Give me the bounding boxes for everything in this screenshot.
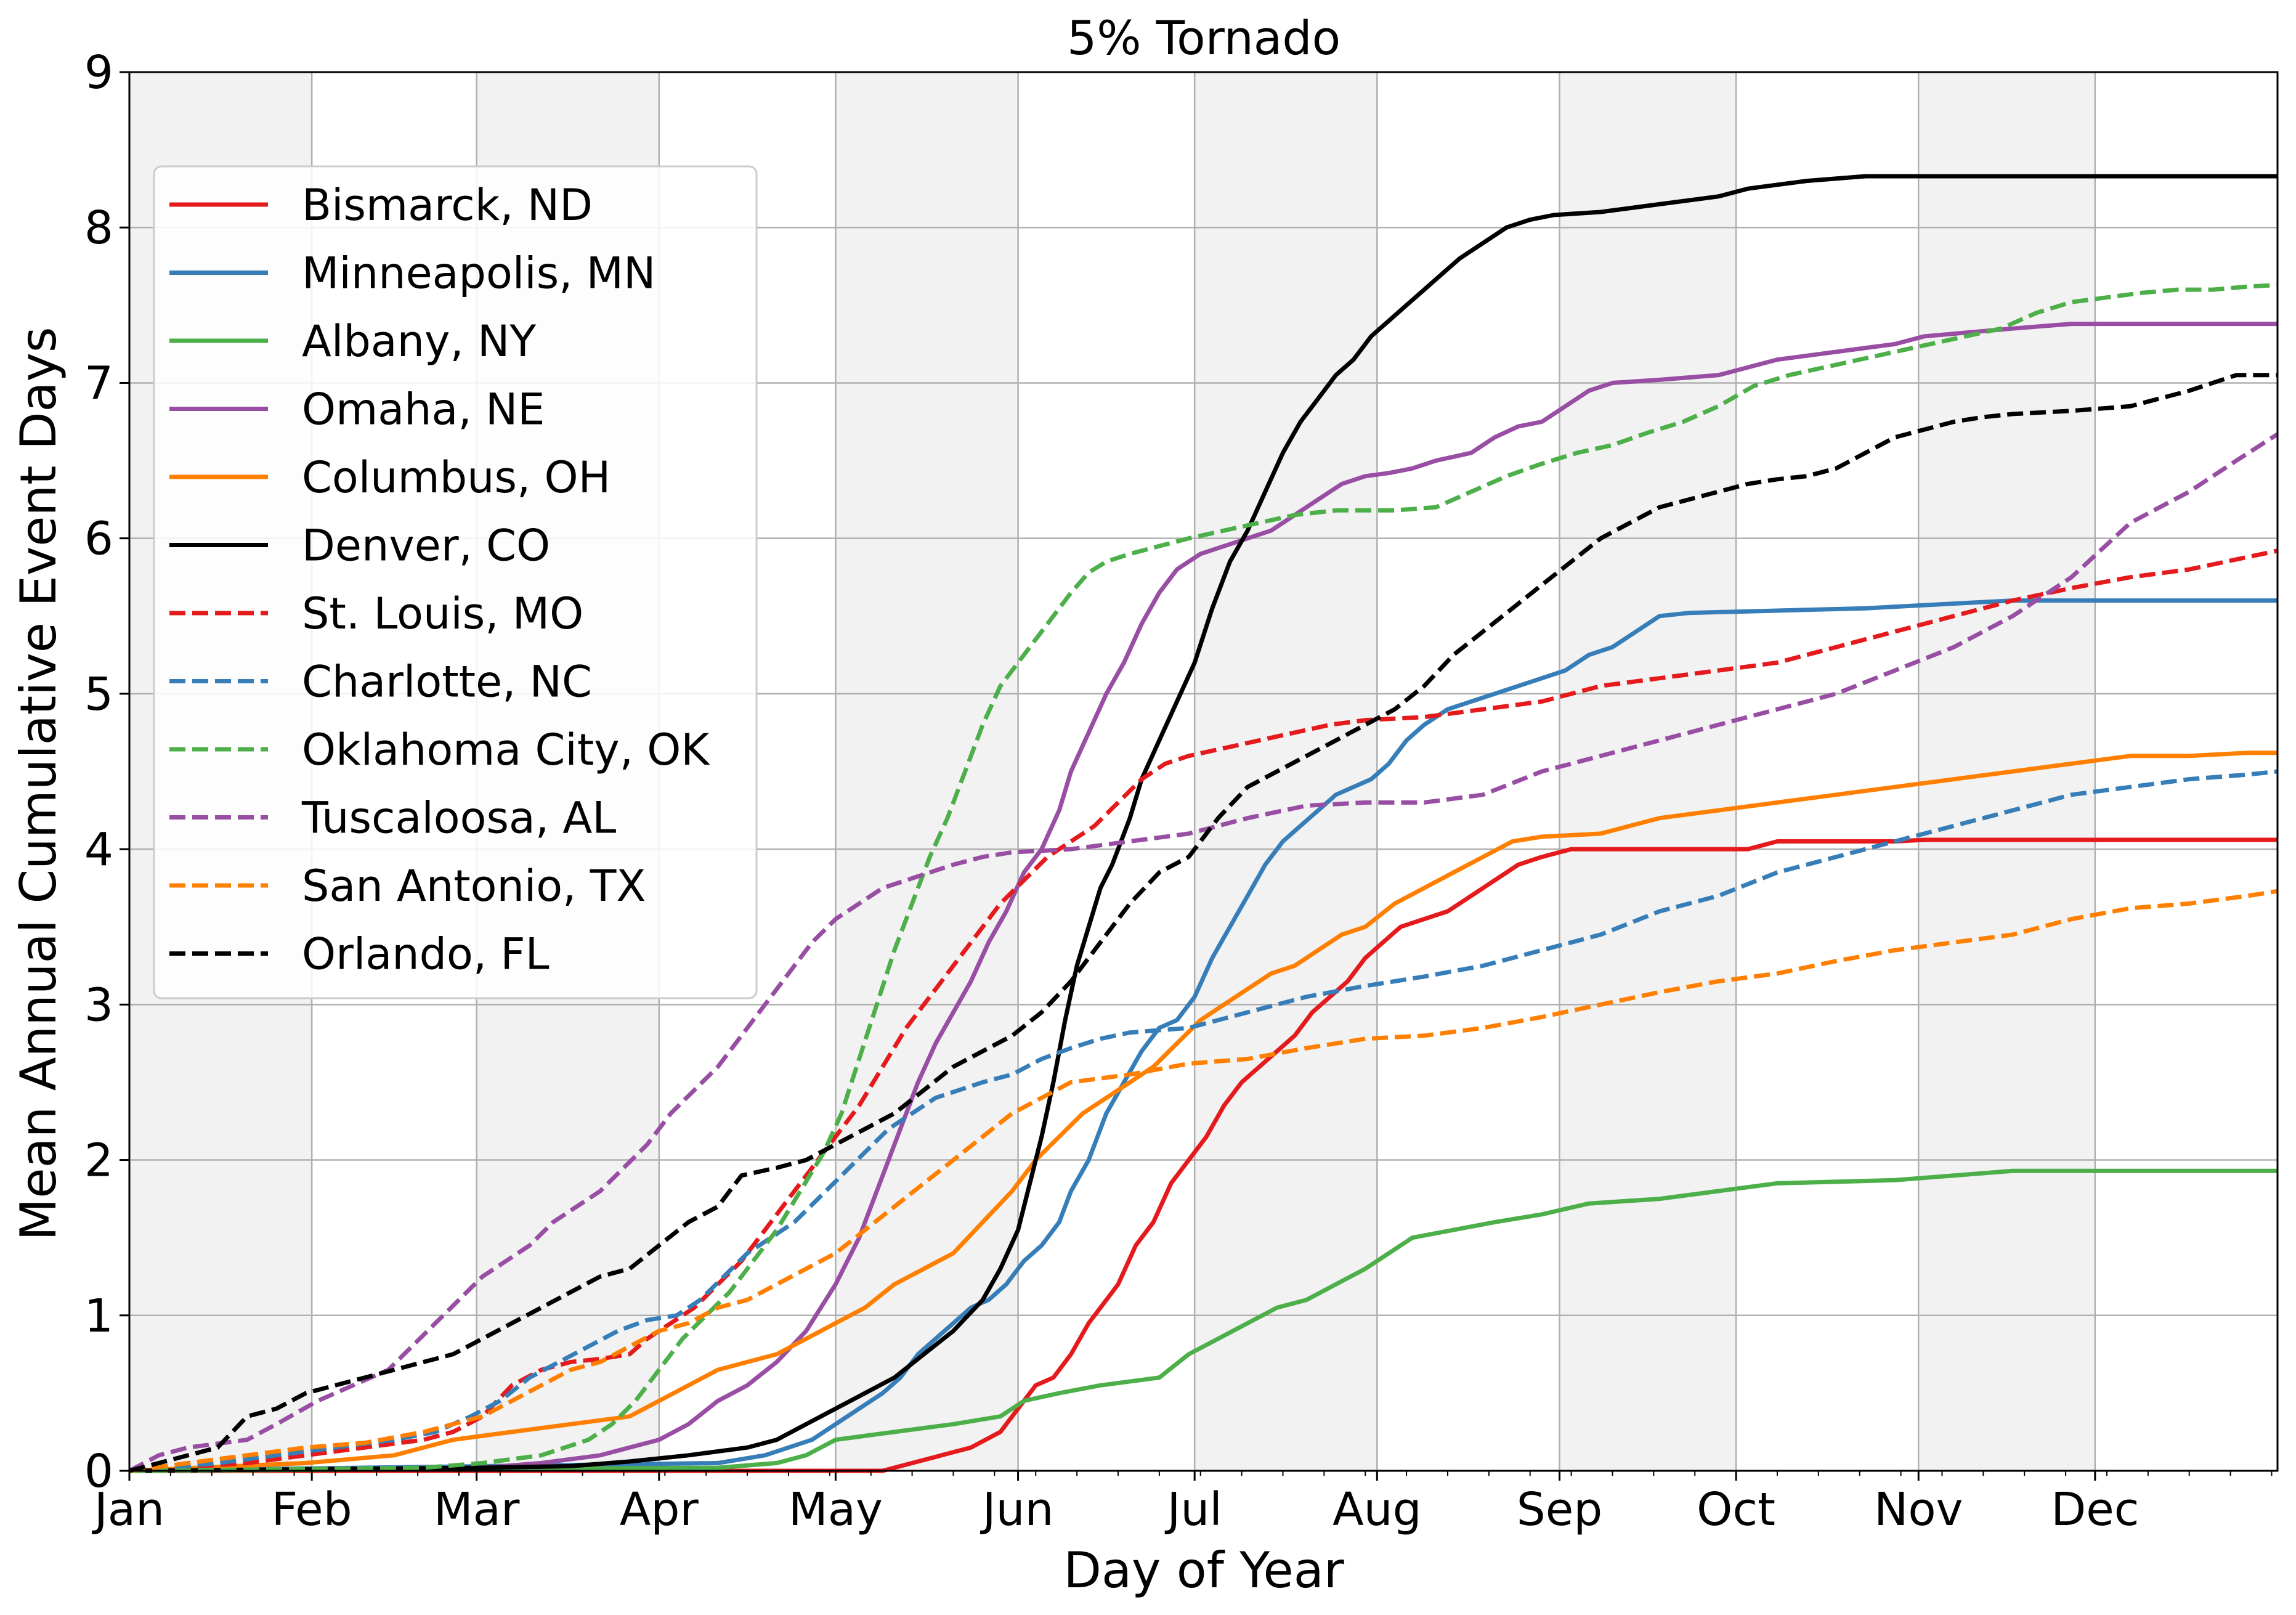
x-axis: Jan Feb Mar Apr May Jun Jul Aug Sep Oct Nov Dec [92,1471,2273,1536]
y-tick-label: 2 [84,1134,113,1187]
legend-label-6: St. Louis, MO [302,588,583,639]
y-tick-label: 6 [84,513,113,566]
series-lines [128,174,2279,1473]
series-line-11 [129,373,2278,1473]
legend-box [153,165,758,999]
series-line-1 [129,598,2278,1473]
month-shade-jul [1195,72,1377,1471]
y-tick-label: 7 [84,357,113,410]
legend-label-4: Columbus, OH [302,452,611,503]
x-tick-label: May [789,1483,883,1536]
x-tick-label: Apr [620,1483,699,1536]
y-tick-label: 0 [84,1445,113,1498]
month-shade-sep [1559,72,1737,1471]
series-line-0 [129,837,2278,1473]
x-tick-label: Jul [1165,1483,1222,1536]
chart-title: 5% Tornado [1067,10,1341,65]
legend-label-3: Omaha, NE [302,384,545,435]
series-line-9 [128,432,2279,1473]
series-line-7 [129,769,2278,1473]
plot-frame [128,71,2279,1472]
x-tick-label: Jan [92,1483,164,1536]
legend-label-8: Oklahoma City, OK [302,725,710,775]
legend-label-5: Denver, CO [302,521,550,571]
series-line-6 [129,548,2278,1473]
legend-label-7: Charlotte, NC [302,657,592,707]
legend: Bismarck, ND Minneapolis, MN Albany, NY Oma… [153,165,758,999]
x-tick-label: Aug [1333,1483,1422,1536]
x-tick-label: Feb [272,1483,352,1536]
x-tick-label: Oct [1697,1483,1775,1536]
y-tick-label: 8 [84,201,113,254]
series-line-3 [129,322,2278,1473]
series-line-5 [129,174,2278,1473]
legend-label-2: Albany, NY [302,316,536,367]
legend-label-11: Orlando, FL [302,929,550,980]
y-tick-label: 4 [84,823,113,876]
series-line-10 [129,889,2278,1473]
series-line-2 [129,1168,2278,1473]
y-tick-label: 9 [84,46,113,99]
x-tick-label: Nov [1874,1483,1963,1536]
y-axis: 0 1 2 3 4 5 6 7 8 9 [84,46,129,1498]
x-axis-label: Day of Year [1063,1542,1344,1599]
x-tick-label: Mar [434,1483,520,1536]
x-tick-label: Jun [980,1483,1054,1536]
legend-label-10: San Antonio, TX [302,861,646,911]
x-tick-label: Dec [2051,1483,2139,1536]
y-tick-label: 3 [84,978,113,1031]
legend-label-1: Minneapolis, MN [302,248,655,299]
y-axis-label: Mean Annual Cumulative Event Days [10,327,67,1240]
x-tick-label: Sep [1517,1483,1602,1536]
legend-label-0: Bismarck, ND [302,180,593,230]
legend-label-9: Tuscaloosa, AL [301,793,616,844]
y-tick-label: 5 [84,668,113,721]
series-line-8 [129,283,2278,1473]
month-shade-may [835,72,1018,1471]
series-line-4 [129,751,2278,1473]
y-tick-label: 1 [84,1290,113,1343]
